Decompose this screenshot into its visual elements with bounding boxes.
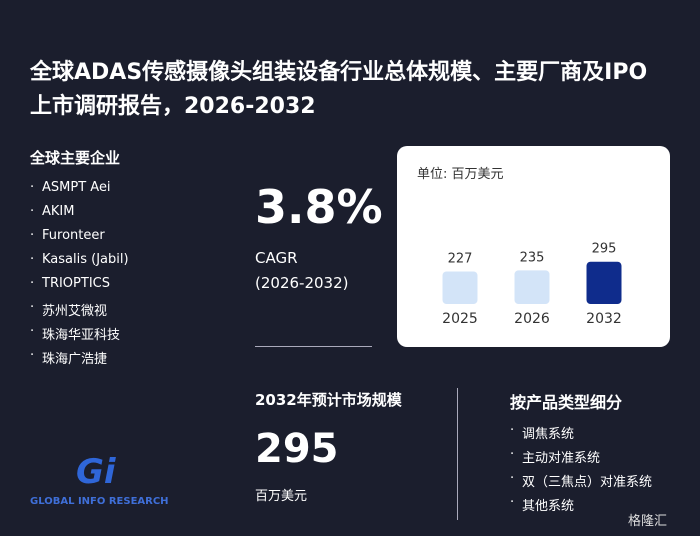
list-item: · Furonteer: [30, 228, 105, 243]
bullet: ·: [30, 300, 35, 315]
bar: [514, 270, 550, 304]
item-text: TRIOPTICS: [42, 276, 110, 291]
bullet: ·: [30, 180, 35, 195]
x-tick-label: 2032: [586, 311, 622, 327]
value-label: 235: [520, 250, 545, 265]
item-text: 珠海广浩捷: [42, 352, 108, 367]
x-tick-label: 2025: [442, 311, 478, 327]
item-text: 其他系统: [522, 499, 575, 514]
bullet: ·: [510, 447, 515, 462]
title: 全球ADAS传感摄像头组装设备行业总体规模、主要厂商及IPO上市调研报告，202…: [30, 60, 648, 119]
list-item: · 调焦系统: [510, 423, 575, 442]
logo-text: GLOBAL INFO RESEARCH: [30, 496, 169, 507]
cagr-value: 3.8%: [255, 180, 383, 234]
market-unit: 百万美元: [255, 489, 308, 504]
bullet: ·: [510, 423, 515, 438]
item-text: Furonteer: [42, 228, 105, 243]
bar: [586, 261, 622, 304]
divider: [255, 346, 372, 347]
item-text: 调焦系统: [522, 427, 575, 442]
bullet: ·: [30, 228, 35, 243]
item-text: 苏州艾微视: [42, 304, 108, 319]
bullet: ·: [30, 276, 35, 291]
logo-mark: Gi: [76, 452, 116, 492]
item-text: 主动对准系统: [522, 451, 601, 466]
market-title: 2032年预计市场规模: [255, 391, 402, 409]
chart-card: 单位: 百万美元 227 2025 235 2026 295 2032: [397, 146, 670, 347]
item-text: AKIM: [42, 204, 75, 219]
market-value: 295: [255, 426, 339, 472]
cagr-period: (2026-2032): [255, 274, 349, 292]
segments-title: 按产品类型细分: [510, 393, 623, 412]
item-text: 珠海华亚科技: [42, 328, 121, 343]
list-item: · 珠海华亚科技: [30, 324, 121, 343]
item-text: 双（三焦点）对准系统: [522, 475, 653, 490]
bullet: ·: [510, 495, 515, 510]
cagr-label: CAGR: [255, 249, 298, 267]
list-item: · 主动对准系统: [510, 447, 601, 466]
item-text: ASMPT Aei: [42, 180, 111, 195]
list-item: · 珠海广浩捷: [30, 348, 108, 367]
bullet: ·: [30, 204, 35, 219]
value-label: 295: [592, 242, 617, 257]
list-item: · 苏州艾微视: [30, 300, 108, 319]
bullet: ·: [30, 252, 35, 267]
item-text: Kasalis (Jabil): [42, 252, 129, 267]
bullet: ·: [30, 324, 35, 339]
bullet: ·: [30, 348, 35, 363]
chart-unit: 单位: 百万美元: [417, 167, 504, 182]
list-item: · AKIM: [30, 204, 75, 219]
list-item: · 其他系统: [510, 495, 575, 514]
chart: 单位: 百万美元 227 2025 235 2026 295 2032: [417, 167, 622, 327]
bar: [442, 271, 478, 304]
list-item: · Kasalis (Jabil): [30, 252, 129, 267]
companies-title: 全球主要企业: [30, 149, 121, 167]
x-tick-label: 2026: [514, 311, 550, 327]
list-item: · 双（三焦点）对准系统: [510, 471, 653, 490]
list-item: · TRIOPTICS: [30, 276, 110, 291]
list-item: · ASMPT Aei: [30, 180, 111, 195]
divider: [457, 388, 458, 520]
watermark: 格隆汇: [628, 514, 668, 529]
bullet: ·: [510, 471, 515, 486]
value-label: 227: [448, 251, 473, 266]
